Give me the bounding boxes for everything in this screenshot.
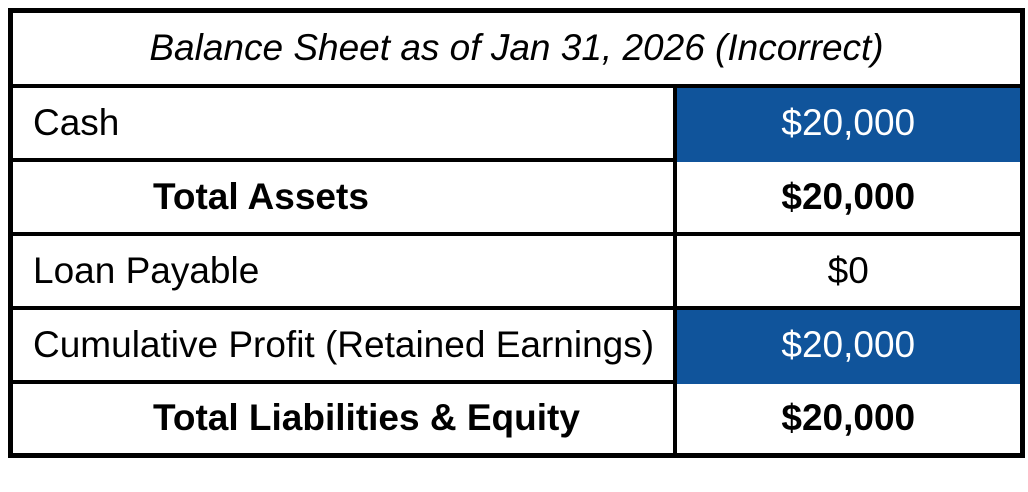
row-value: $20,000 <box>672 83 1025 162</box>
row-label: Cash <box>8 83 677 162</box>
table-row: Cumulative Profit (Retained Earnings) $2… <box>8 305 1025 384</box>
row-value: $20,000 <box>672 379 1025 458</box>
table-title: Balance Sheet as of Jan 31, 2026 (Incorr… <box>8 8 1025 88</box>
row-value: $20,000 <box>672 305 1025 384</box>
row-value: $0 <box>672 231 1025 310</box>
table-body: Balance Sheet as of Jan 31, 2026 (Incorr… <box>8 8 1025 458</box>
row-label: Cumulative Profit (Retained Earnings) <box>8 305 677 384</box>
row-label: Loan Payable <box>8 231 677 310</box>
table-row: Loan Payable $0 <box>8 231 1025 310</box>
table-row: Cash $20,000 <box>8 83 1025 162</box>
row-label: Total Liabilities & Equity <box>8 379 677 458</box>
row-value: $20,000 <box>672 157 1025 236</box>
table-row: Total Assets $20,000 <box>8 157 1025 236</box>
balance-sheet-table: Balance Sheet as of Jan 31, 2026 (Incorr… <box>8 8 1025 458</box>
title-row: Balance Sheet as of Jan 31, 2026 (Incorr… <box>8 8 1025 88</box>
table-row: Total Liabilities & Equity $20,000 <box>8 379 1025 458</box>
row-label: Total Assets <box>8 157 677 236</box>
